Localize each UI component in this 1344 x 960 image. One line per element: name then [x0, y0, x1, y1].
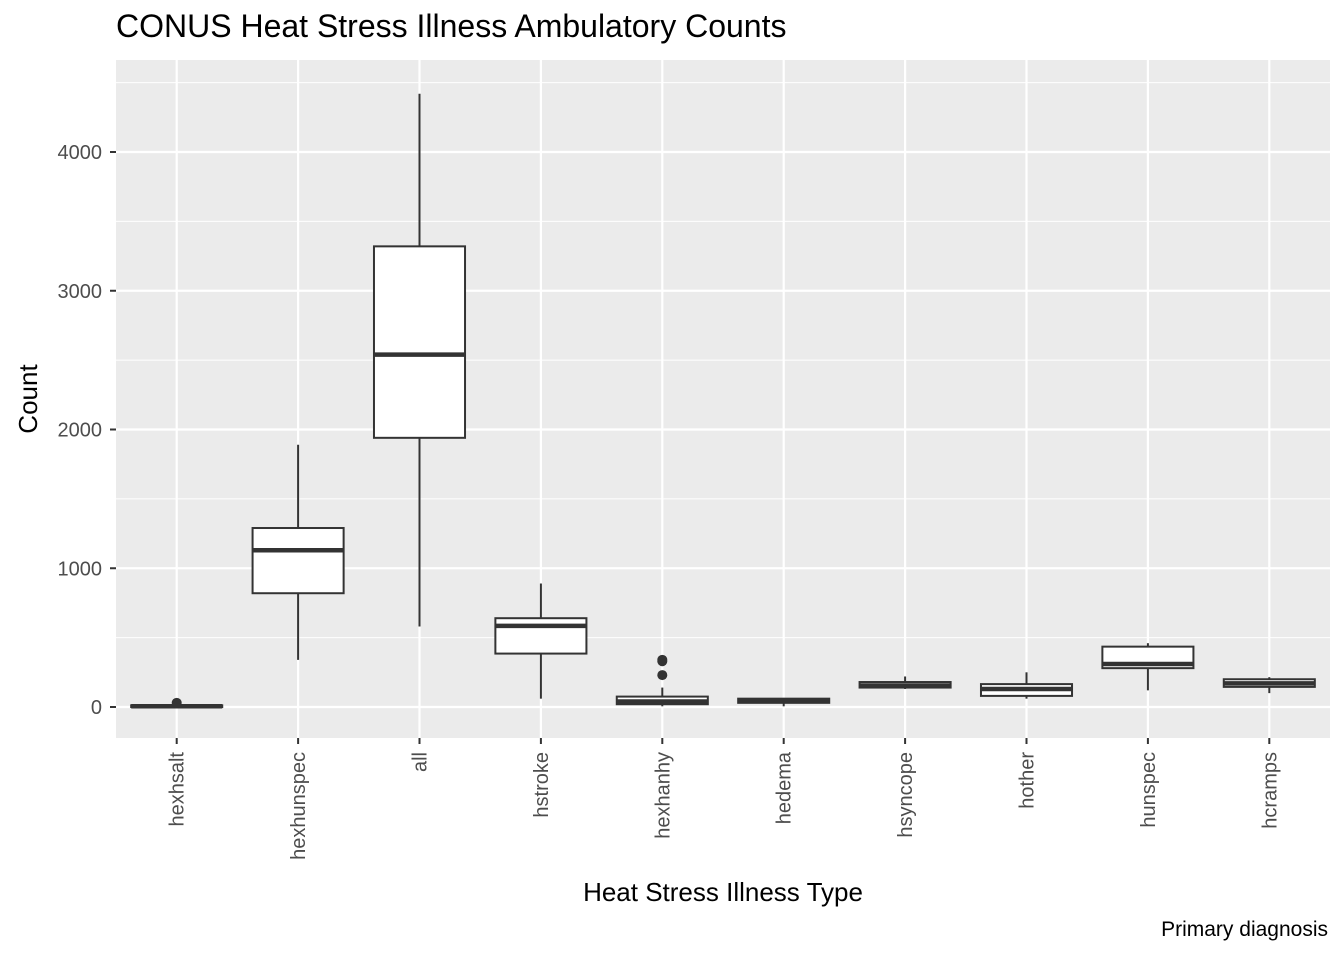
- y-tick-label: 3000: [58, 281, 103, 303]
- x-tick-label: hother: [1017, 752, 1039, 809]
- box-all: [372, 93, 467, 627]
- x-tick-label: hexhsalt: [167, 752, 189, 827]
- x-tick-label: hexhanhy: [652, 752, 674, 839]
- outlier-point: [171, 697, 182, 708]
- iqr-box: [372, 245, 467, 439]
- x-tick-label: hedema: [774, 751, 796, 824]
- y-tick-label: 2000: [58, 420, 103, 442]
- y-axis-title: Count: [13, 364, 43, 434]
- box-hcramps: [1222, 677, 1316, 694]
- x-tick-label: all: [410, 752, 432, 772]
- y-tick-label: 1000: [58, 558, 103, 580]
- y-tick-label: 4000: [58, 142, 103, 164]
- x-axis-title: Heat Stress Illness Type: [583, 877, 863, 907]
- x-tick-label: hexhunspec: [288, 752, 310, 860]
- x-tick-label: hsyncope: [895, 752, 917, 838]
- y-tick-label: 0: [91, 697, 102, 719]
- box-hedema: [737, 697, 831, 707]
- outlier-point: [657, 654, 668, 665]
- iqr-box: [494, 617, 588, 655]
- outlier-point: [657, 670, 668, 681]
- chart-title: CONUS Heat Stress Illness Ambulatory Cou…: [116, 8, 787, 44]
- x-tick-label: hunspec: [1138, 752, 1160, 828]
- x-tick-label: hstroke: [531, 752, 553, 818]
- box-hother: [979, 672, 1074, 699]
- x-tick-label: hcramps: [1259, 752, 1281, 829]
- box-hexhsalt: [130, 697, 224, 709]
- chart-caption: Primary diagnosis: [1161, 918, 1328, 941]
- box-hsyncope: [858, 676, 952, 689]
- box-hexhanhy: [615, 654, 709, 707]
- plot-panel: [116, 60, 1330, 738]
- iqr-box: [251, 527, 345, 595]
- box-hunspec: [1101, 643, 1195, 691]
- box-hstroke: [494, 583, 588, 699]
- box-hexhunspec: [251, 444, 345, 660]
